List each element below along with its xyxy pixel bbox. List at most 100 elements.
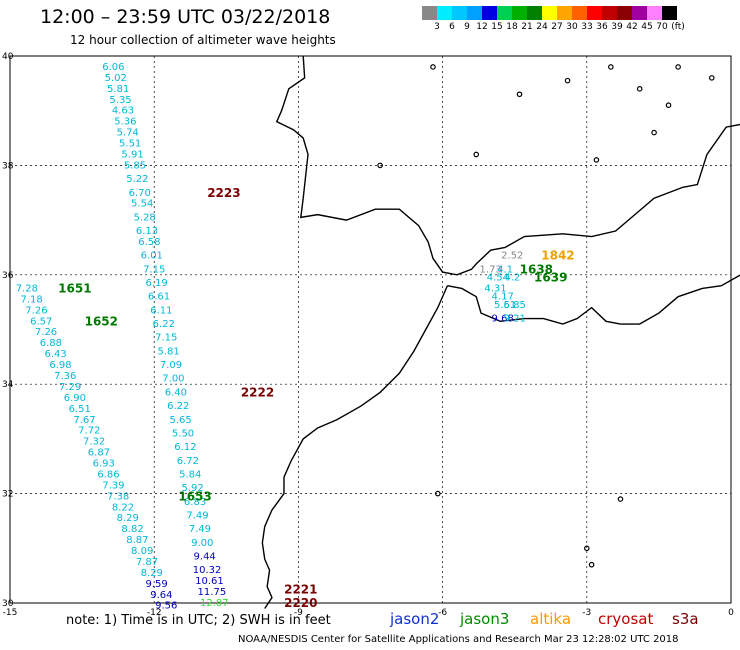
wave-height-value: 7.72 (78, 426, 100, 437)
wave-height-value: 5.85 (124, 160, 146, 171)
wave-height-value: 9.00 (191, 538, 213, 549)
scale-label: 30 (566, 22, 578, 32)
x-tick-label: -9 (294, 608, 303, 618)
wave-height-value: 5.65 (170, 415, 192, 426)
wave-height-value: 6.70 (129, 188, 151, 199)
wave-height-value: 1.73 (480, 264, 502, 275)
wave-height-value: 5.36 (114, 117, 136, 128)
wave-height-value: 7.32 (83, 437, 105, 448)
scale-swatch (617, 6, 632, 20)
wave-height-value: 6.57 (30, 316, 52, 327)
scale-label: 42 (626, 22, 638, 32)
track-time-label: 1842 (541, 249, 574, 263)
wave-height-value: 6.01 (141, 251, 163, 262)
track-time-label: 1651 (58, 281, 91, 295)
wave-height-value: 6.58 (138, 237, 160, 248)
track-time-label: 1639 (534, 271, 567, 285)
wave-height-value: 5.22 (126, 174, 148, 185)
wave-height-value: 8.09 (131, 546, 153, 557)
lake-marker (564, 77, 571, 84)
footer-note: note: 1) Time is in UTC; 2) SWH is in fe… (66, 613, 331, 628)
x-tick-label: -15 (3, 608, 18, 618)
wave-height-value: 5.81 (107, 84, 129, 95)
wave-height-value: 7.38 (107, 491, 129, 502)
track-time-label: 2223 (207, 186, 240, 200)
wave-height-value: 12.87 (200, 598, 229, 609)
wave-height-value: 6.93 (93, 459, 115, 470)
y-tick-label: 34 (2, 380, 14, 390)
wave-height-value: 5.54 (131, 199, 153, 210)
page-subtitle: 12 hour collection of altimeter wave hei… (70, 33, 336, 47)
wave-height-value: 8.29 (141, 568, 163, 579)
wave-height-value: 9.68 (492, 314, 514, 325)
scale-label: 45 (641, 22, 653, 32)
wave-height-value: 9.64 (150, 590, 172, 601)
y-tick-label: 36 (2, 271, 14, 281)
lake-marker (675, 64, 681, 70)
wave-height-value: 9.59 (145, 579, 167, 590)
wave-height-value: 6.98 (49, 360, 71, 371)
scale-label: 12 (476, 22, 488, 32)
wave-height-value: 10.32 (193, 565, 222, 576)
wave-height-value: 5.74 (117, 128, 139, 139)
wave-height-value: 5.35 (109, 95, 131, 106)
scale-swatch (542, 6, 557, 20)
scale-unit: (ft) (671, 22, 685, 32)
lake-marker (708, 75, 715, 81)
lake-marker (473, 151, 480, 158)
wave-height-value: 7.29 (59, 382, 81, 393)
wave-height-value: 5.50 (172, 428, 194, 439)
track-time-label: 1653 (178, 489, 211, 503)
track-time-label: 2221 (284, 582, 317, 596)
y-tick-label: 38 (2, 161, 14, 171)
wave-height-value: 4.1 (497, 264, 513, 275)
scale-label: 33 (581, 22, 593, 32)
track-time-label: 1638 (520, 262, 553, 276)
scale-swatch (632, 6, 647, 20)
x-tick-label: -3 (582, 608, 591, 618)
x-tick-label: 0 (728, 608, 734, 618)
wave-height-value: 11.75 (198, 587, 227, 598)
scale-swatch (467, 6, 482, 20)
scale-label: 36 (596, 22, 608, 32)
satellite-legend-jason3: jason3 (460, 610, 510, 628)
scale-swatch (512, 6, 527, 20)
wave-height-value: 6.51 (69, 404, 91, 415)
wave-height-value: 7.26 (35, 327, 57, 338)
wave-height-value: 6.83 (184, 497, 206, 508)
map-frame (9, 55, 732, 604)
wave-height-value: 2.52 (501, 251, 523, 262)
wave-height-value: 5.61 (494, 300, 516, 311)
wave-height-value: 4.2 (504, 273, 520, 284)
scale-label: 6 (449, 22, 455, 32)
wave-height-value: 8.87 (126, 535, 148, 546)
wave-height-value: 7.36 (54, 371, 76, 382)
scale-swatch (572, 6, 587, 20)
coastline (261, 285, 449, 609)
wave-height-value: 7.26 (25, 305, 47, 316)
wave-height-value: 6.06 (102, 62, 124, 73)
wave-height-value: 5.81 (157, 346, 179, 357)
wave-height-value: 9.56 (155, 601, 177, 612)
wave-height-value: 7.49 (186, 510, 208, 521)
wave-height-value: 7.15 (155, 333, 177, 344)
wave-height-value: 7.18 (20, 294, 42, 305)
wave-height-value: 5.92 (182, 483, 204, 494)
wave-height-value: 5.84 (179, 469, 201, 480)
wave-height-value: 6.40 (165, 387, 187, 398)
scale-swatch (422, 6, 437, 20)
scale-swatch (527, 6, 542, 20)
wave-height-value: 8.22 (112, 502, 134, 513)
scale-label: 39 (611, 22, 623, 32)
wave-height-value: 4.63 (112, 106, 134, 117)
scale-label: 18 (506, 22, 518, 32)
wave-height-value: 6.22 (167, 401, 189, 412)
wave-height-value: 6.61 (148, 292, 170, 303)
scale-swatch (482, 6, 497, 20)
scale-label: 3 (434, 22, 440, 32)
coastline (447, 274, 740, 325)
wave-height-value: 8.29 (117, 513, 139, 524)
page-title: 12:00 – 23:59 UTC 03/22/2018 (40, 6, 331, 28)
wave-height-value: 10.61 (195, 576, 224, 587)
wave-height-value: 6.22 (153, 319, 175, 330)
